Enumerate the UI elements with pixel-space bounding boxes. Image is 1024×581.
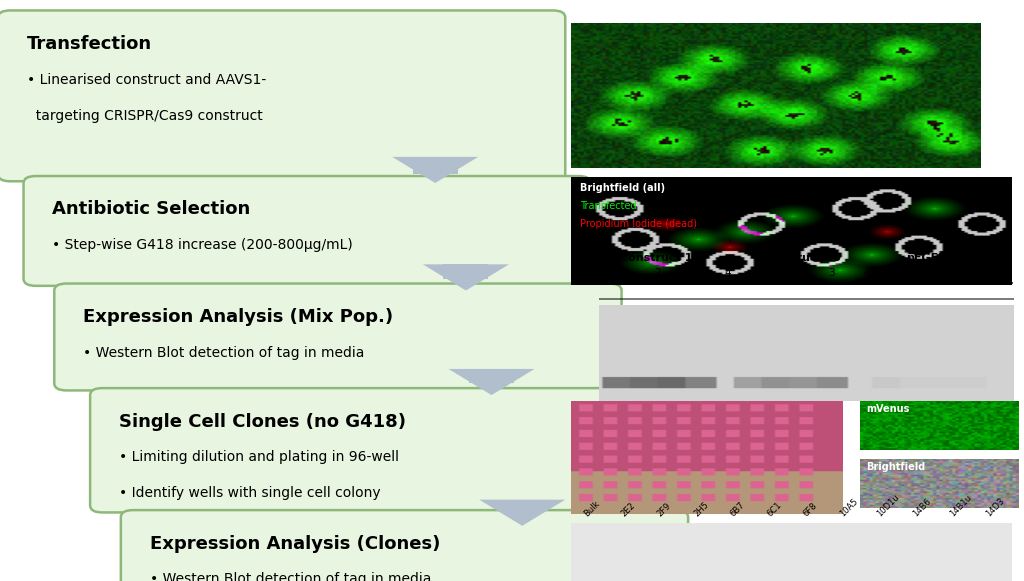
FancyBboxPatch shape (54, 284, 622, 390)
Text: 4: 4 (863, 268, 869, 278)
Text: 2E2: 2E2 (618, 501, 637, 518)
Text: 3: 3 (828, 268, 835, 278)
Bar (500, 500, 545, 505)
Text: 2: 2 (653, 268, 660, 278)
Polygon shape (449, 369, 535, 395)
Text: Transfection: Transfection (27, 35, 152, 53)
Text: 1: 1 (618, 268, 626, 278)
Text: Propidium Iodide (dead): Propidium Iodide (dead) (581, 219, 697, 229)
Text: Brightfield (all): Brightfield (all) (581, 182, 666, 192)
Bar (443, 264, 488, 279)
Bar (469, 369, 514, 383)
FancyBboxPatch shape (90, 388, 657, 512)
Text: Transfected: Transfected (581, 201, 637, 211)
Text: Expression Analysis (Mix Pop.): Expression Analysis (Mix Pop.) (83, 308, 393, 326)
Text: mVenus: mVenus (866, 404, 910, 414)
Text: pEGFP-N1: pEGFP-N1 (906, 253, 968, 263)
Text: • Limiting dilution and plating in 96-well: • Limiting dilution and plating in 96-we… (119, 450, 398, 464)
Text: 6B7: 6B7 (729, 500, 746, 518)
Text: 10A5: 10A5 (839, 497, 860, 518)
Text: 10D1u: 10D1u (874, 492, 901, 518)
Text: 2: 2 (793, 268, 800, 278)
Text: Construct 19: Construct 19 (761, 253, 841, 263)
Polygon shape (392, 157, 478, 183)
Text: • Western Blot detection of tag in media: • Western Blot detection of tag in media (150, 572, 431, 581)
FancyBboxPatch shape (121, 510, 688, 581)
Text: • Western Blot detection of tag in media: • Western Blot detection of tag in media (83, 346, 365, 360)
Text: Brightfield: Brightfield (866, 462, 926, 472)
Text: 1: 1 (898, 268, 905, 278)
Text: • Identify wells with single cell colony: • Identify wells with single cell colony (119, 486, 380, 500)
FancyBboxPatch shape (24, 176, 591, 286)
Text: 4: 4 (724, 268, 731, 278)
Text: 1: 1 (758, 268, 764, 278)
Text: Single Cell Clones (no G418): Single Cell Clones (no G418) (119, 413, 406, 431)
Polygon shape (479, 500, 565, 526)
Text: 14B1u: 14B1u (948, 493, 974, 518)
Text: 3: 3 (689, 268, 695, 278)
Polygon shape (423, 264, 509, 290)
Text: 6C1: 6C1 (765, 500, 783, 518)
Text: 2: 2 (934, 268, 940, 278)
Text: • Step-wise G418 increase (200-800μg/mL): • Step-wise G418 increase (200-800μg/mL) (52, 238, 353, 252)
Text: Expression Analysis (Clones): Expression Analysis (Clones) (150, 535, 440, 553)
Text: 6F8: 6F8 (802, 501, 819, 518)
Text: 2F9: 2F9 (655, 501, 673, 518)
Text: • Linearised construct and AAVS1-: • Linearised construct and AAVS1- (27, 73, 266, 87)
Text: Bulk: Bulk (583, 499, 602, 518)
Text: 2H5: 2H5 (692, 500, 711, 518)
Text: 3: 3 (969, 268, 976, 278)
Text: Construct 17: Construct 17 (620, 253, 699, 263)
Text: 14D3: 14D3 (984, 496, 1007, 518)
Text: 4: 4 (1005, 268, 1011, 278)
Text: 14B6: 14B6 (911, 497, 933, 518)
Text: targeting CRISPR/Cas9 construct: targeting CRISPR/Cas9 construct (27, 109, 262, 123)
Text: Antibiotic Selection: Antibiotic Selection (52, 200, 251, 218)
Bar (413, 157, 458, 174)
FancyBboxPatch shape (0, 10, 565, 181)
